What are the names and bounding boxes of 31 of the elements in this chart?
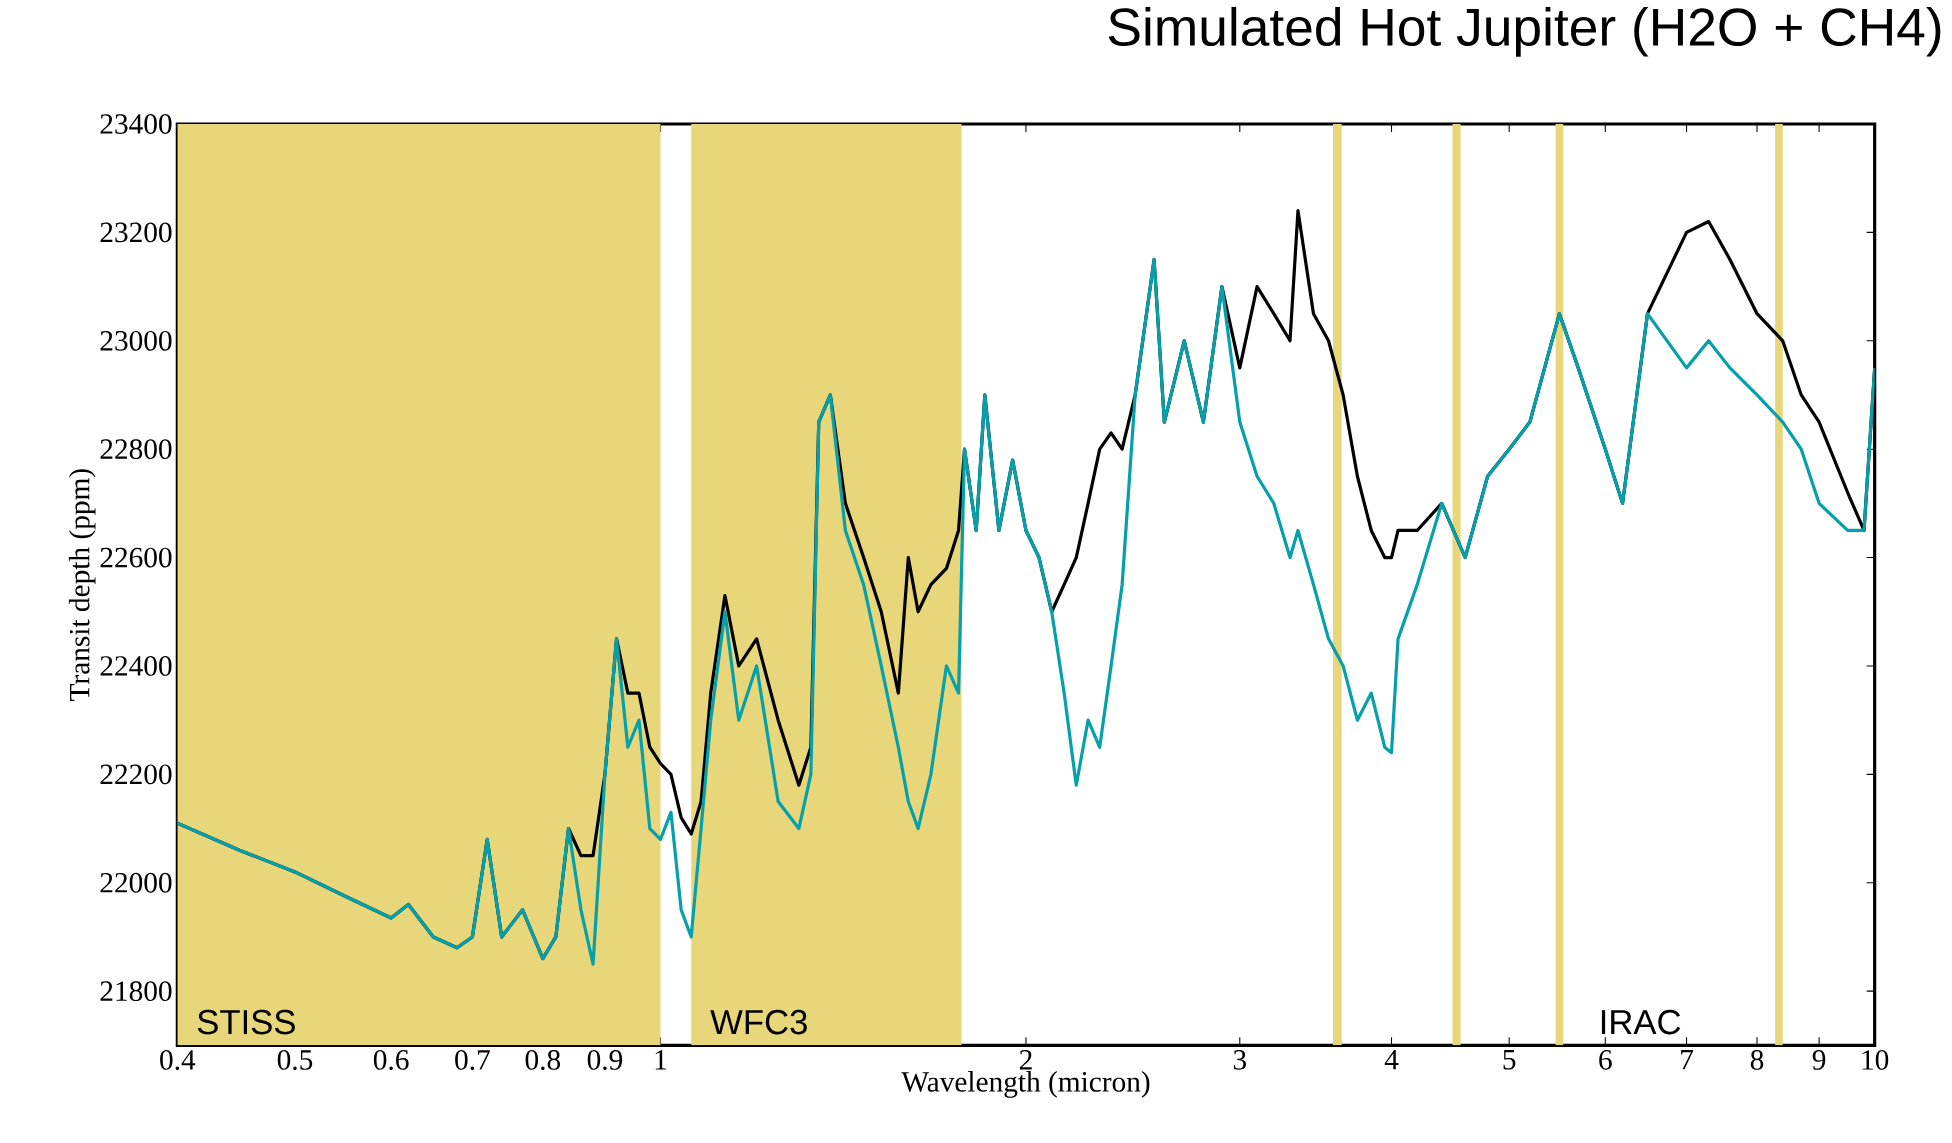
x-tick-label: 10 [1862,1050,1889,1071]
band-label: IRAC [1601,1010,1681,1035]
x-tick-label: 0.5 [277,1050,313,1071]
y-tick-label: 22400 [100,656,172,677]
y-tick-label: 23000 [100,331,172,351]
y-tick-label: 22000 [100,873,172,893]
chart-title: Simulated Hot Jupiter (H2O + CH4) [1108,7,1941,57]
y-tick-label: 23200 [100,222,172,243]
y-tick-label: 22800 [100,439,172,460]
band-label: STISS [197,1010,295,1035]
x-tick-label: 0.6 [373,1050,409,1071]
y-tick-label: 22600 [100,547,172,568]
x-tick-label: 0.8 [525,1050,561,1071]
y-tick-label: 21800 [100,981,172,1002]
x-tick-label: 5 [1503,1050,1516,1070]
y-tick-label: 23400 [100,114,172,135]
x-tick-label: 8 [1750,1050,1764,1071]
x-tick-label: 2 [1019,1050,1032,1070]
x-tick-label: 7 [1681,1050,1694,1070]
x-tick-label: 3 [1233,1050,1246,1070]
y-axis-title: Transit depth (ppm) [68,469,96,702]
x-tick-label: 0.7 [455,1050,490,1071]
x-tick-label: 4 [1384,1050,1399,1070]
x-tick-label: 0.9 [587,1050,623,1071]
x-tick-label: 0.4 [160,1050,196,1071]
band-label: WFC3 [710,1010,807,1035]
x-axis-title: Wavelength (micron) [901,1071,1150,1098]
x-tick-label: 6 [1599,1050,1612,1070]
x-tick-label: 1 [655,1050,667,1070]
y-tick-label: 22200 [100,764,172,785]
x-tick-label: 9 [1812,1050,1826,1070]
